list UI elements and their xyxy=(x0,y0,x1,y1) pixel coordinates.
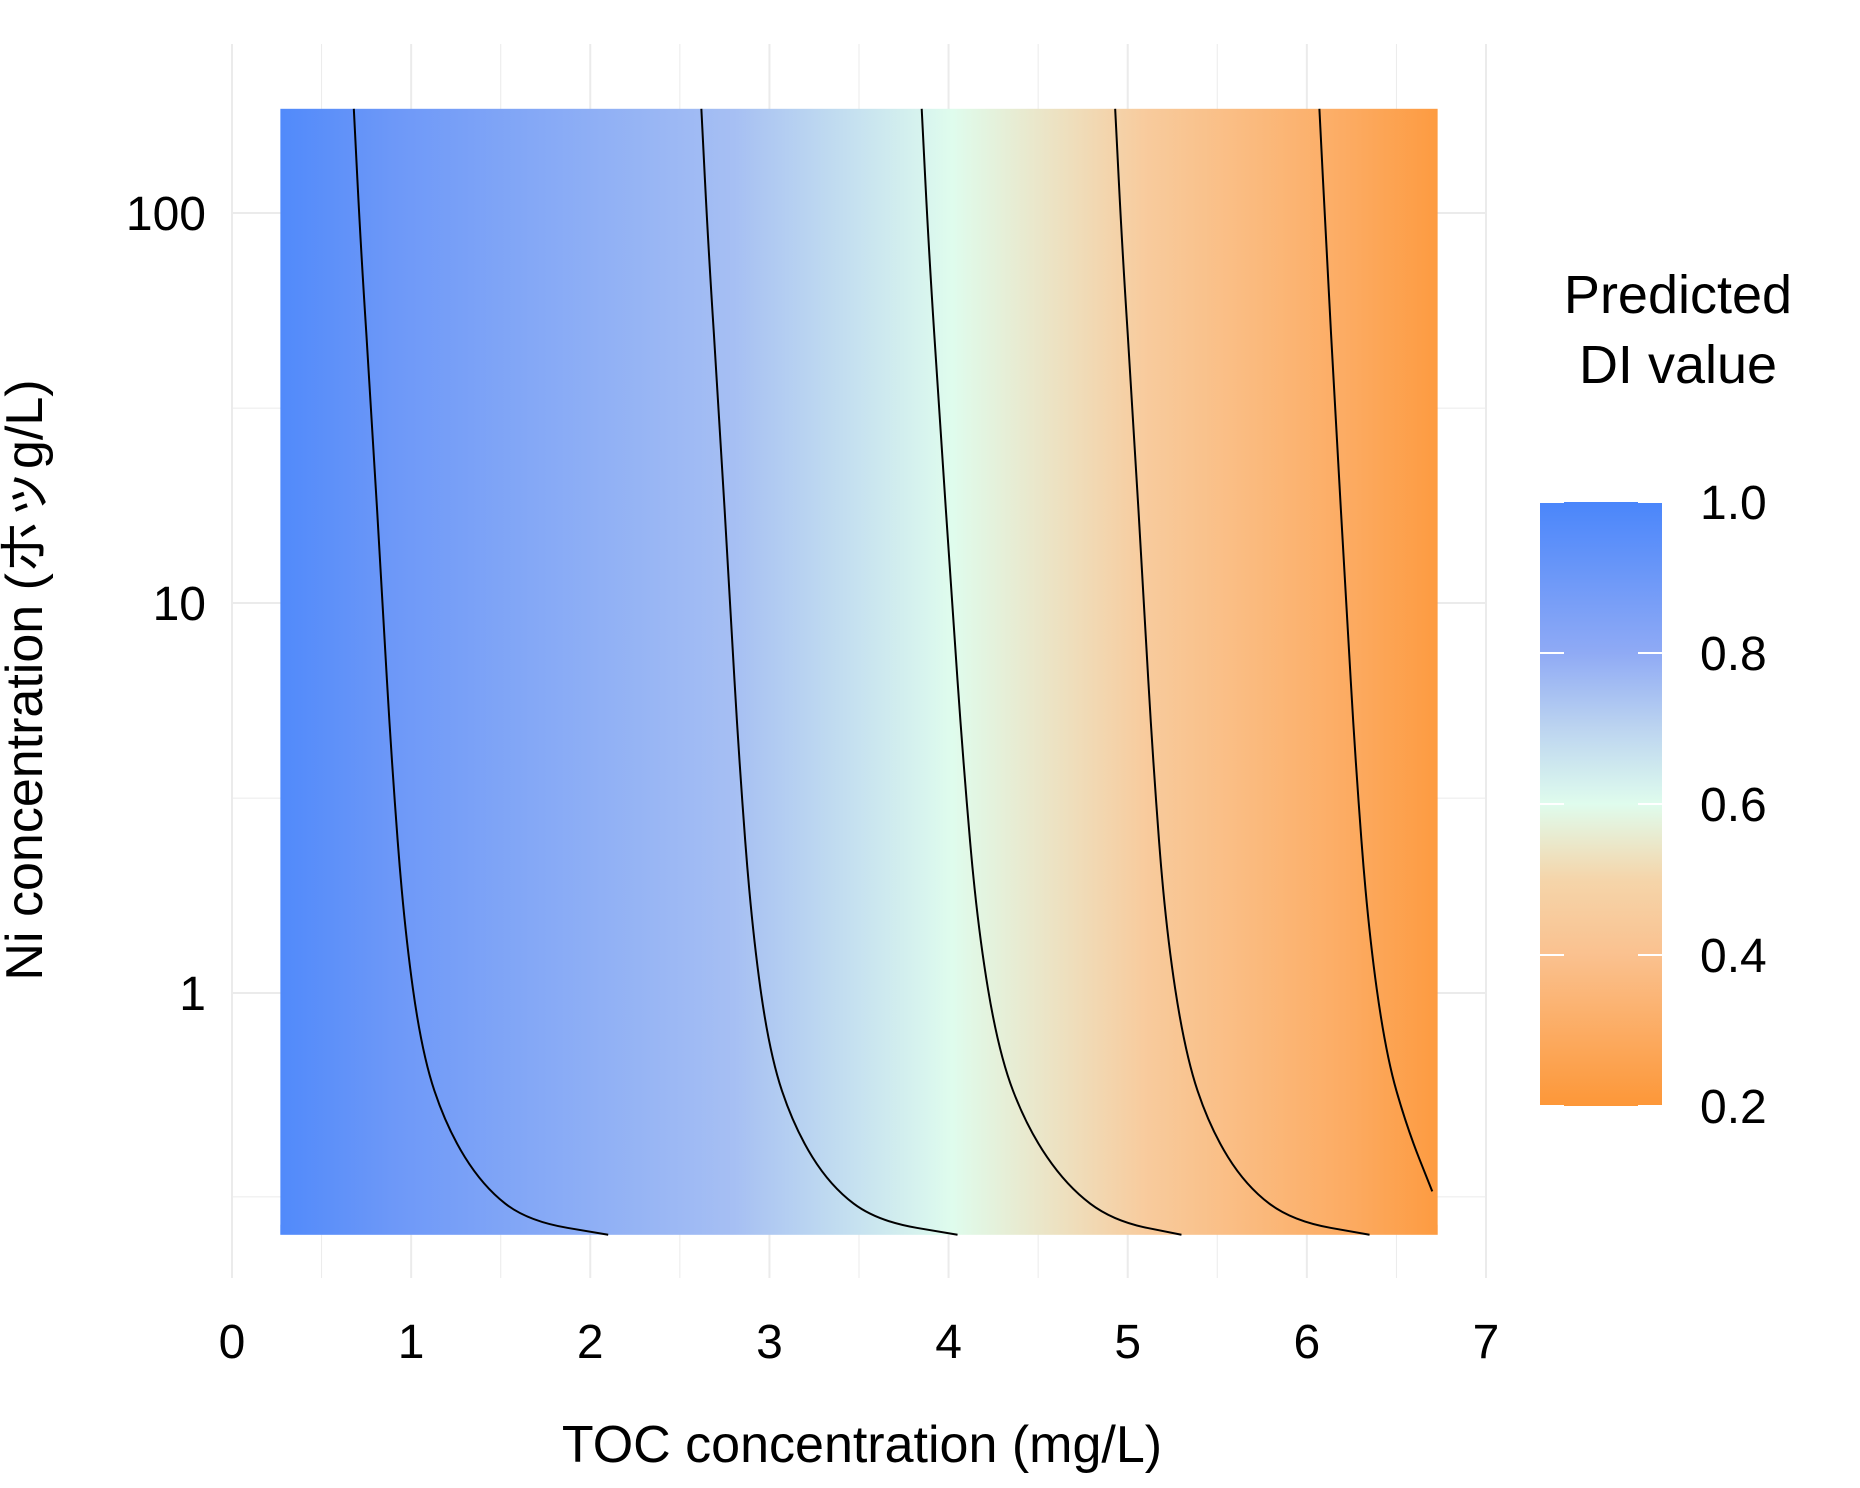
y-tick-label: 100 xyxy=(126,188,206,241)
legend-title-line-1: Predicted xyxy=(1564,265,1792,325)
legend-tick-label: 0.2 xyxy=(1700,1081,1767,1134)
y-tick-label: 1 xyxy=(179,968,206,1021)
x-tick-label: 2 xyxy=(577,1316,604,1369)
x-tick-label: 3 xyxy=(756,1316,783,1369)
contour-line-2 xyxy=(700,108,958,1236)
legend-tick-label: 0.4 xyxy=(1700,930,1767,983)
x-tick-label: 5 xyxy=(1114,1316,1141,1369)
y-axis-label: Ni concentration (ホッg/L) xyxy=(0,379,54,980)
legend-tick-label: 0.8 xyxy=(1700,628,1767,681)
heatmap-field xyxy=(280,108,1438,1235)
legend-tick-label: 0.6 xyxy=(1700,779,1767,832)
x-tick-label: 1 xyxy=(398,1316,425,1369)
contour-lines xyxy=(352,108,1434,1236)
legend-ticks: 1.0 0.8 0.6 0.4 0.2 xyxy=(1540,477,1767,1134)
legend-title-line-2: DI value xyxy=(1579,335,1777,395)
x-tick-label: 7 xyxy=(1473,1316,1500,1369)
color-legend: Predicted DI value 1.0 0.8 0.6 0.4 0.2 xyxy=(1540,265,1792,1134)
x-axis-label: TOC concentration (mg/L) xyxy=(562,1416,1162,1474)
contour-line-3 xyxy=(920,108,1182,1236)
legend-tick-label: 1.0 xyxy=(1700,477,1767,530)
x-tick-label: 4 xyxy=(935,1316,962,1369)
x-tick-label: 0 xyxy=(219,1316,246,1369)
contour-line-1 xyxy=(352,108,609,1236)
contour-line-5 xyxy=(1318,108,1434,1192)
contour-line-4 xyxy=(1114,108,1370,1236)
heatmap-bottom-band xyxy=(280,1224,1438,1235)
y-axis-tick-labels: 1 10 100 xyxy=(126,188,206,1021)
y-tick-label: 10 xyxy=(153,578,206,631)
x-axis-tick-labels: 0 1 2 3 4 5 6 7 xyxy=(219,1316,1500,1369)
x-tick-label: 6 xyxy=(1294,1316,1321,1369)
